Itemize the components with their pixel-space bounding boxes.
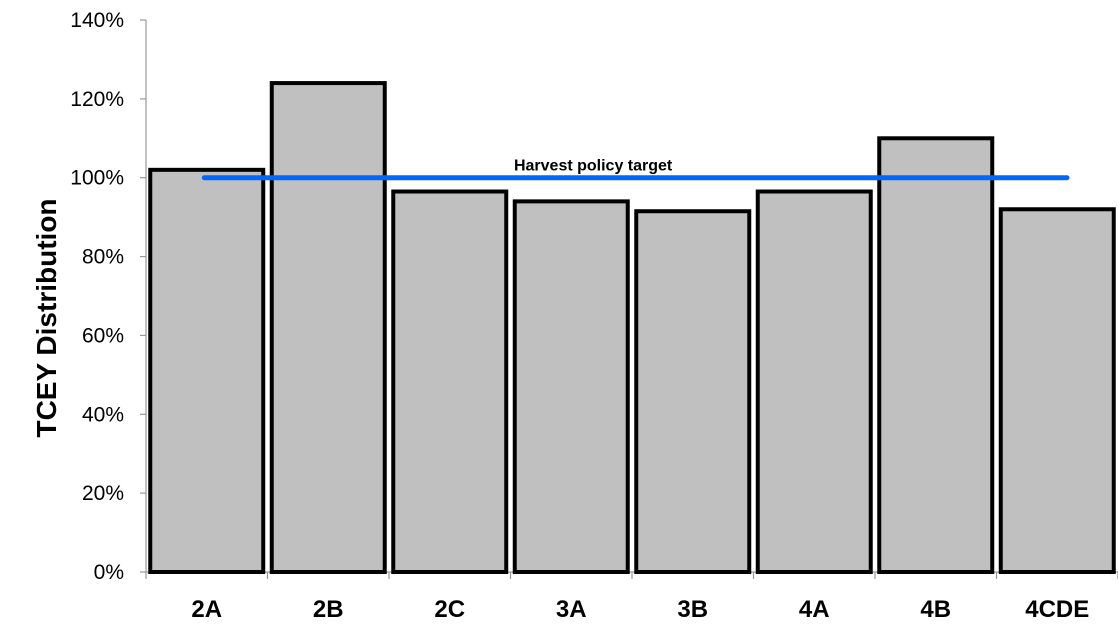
- bar-3a: [512, 199, 630, 574]
- y-tick-label: 140%: [70, 9, 124, 32]
- x-tick-label: 4CDE: [1025, 596, 1089, 623]
- x-tick-label: 4B: [920, 596, 951, 623]
- x-ticks: [145, 572, 1118, 579]
- bars: [148, 81, 1116, 575]
- x-tick-label: 3A: [556, 596, 587, 623]
- y-tick-label: 20%: [82, 482, 124, 505]
- y-axis-title: TCEY Distribution: [31, 198, 62, 437]
- x-tick-label: 3B: [677, 596, 708, 623]
- bar-2a: [148, 167, 266, 574]
- y-tick-label: 60%: [82, 324, 124, 347]
- y-tick-label: 120%: [70, 88, 124, 111]
- x-tick-label: 2A: [191, 596, 222, 623]
- y-tick-label: 100%: [70, 167, 124, 190]
- x-tick-label: 2C: [434, 596, 465, 623]
- y-ticks: 0% 20% 40% 60% 80% 100% 120% 140%: [70, 9, 146, 584]
- bar-4a: [755, 189, 873, 574]
- reference-line-group: Harvest policy target: [201, 158, 1070, 181]
- y-tick-label: 80%: [82, 246, 124, 269]
- bar-4cde: [998, 207, 1116, 574]
- bar-4b: [877, 136, 995, 575]
- x-tick-label: 4A: [799, 596, 830, 623]
- y-tick-label: 0%: [94, 561, 124, 584]
- bar-3b: [634, 209, 752, 574]
- y-tick-label: 40%: [82, 403, 124, 426]
- harvest-policy-target-label: Harvest policy target: [514, 158, 673, 175]
- x-tick-label: 2B: [313, 596, 344, 623]
- bar-2b: [269, 81, 387, 574]
- x-labels: 2A 2B 2C 3A 3B 4A 4B 4CDE: [191, 596, 1089, 623]
- bar-2c: [391, 189, 509, 574]
